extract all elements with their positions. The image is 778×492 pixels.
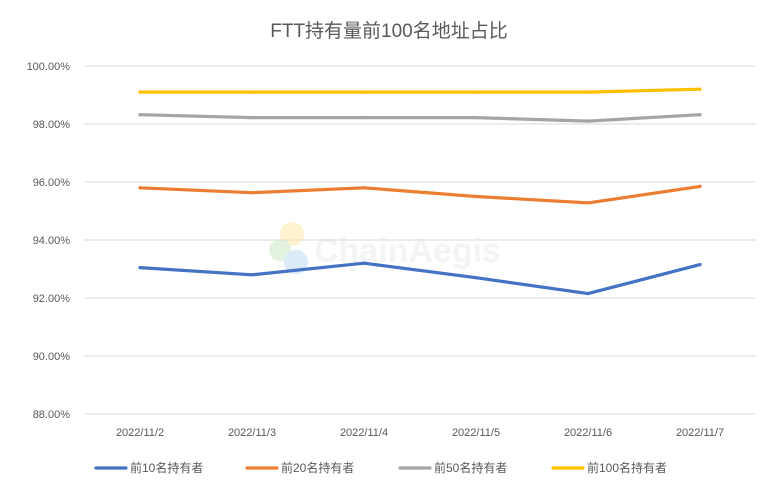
x-tick-label: 2022/11/5 xyxy=(452,427,500,439)
data-point xyxy=(698,184,702,188)
data-point xyxy=(698,113,702,117)
x-axis-ticks: 2022/11/2 2022/11/3 2022/11/4 2022/11/5 2022… xyxy=(116,427,724,439)
y-tick-label: 90.00% xyxy=(33,351,71,363)
y-tick-label: 92.00% xyxy=(33,293,71,305)
data-point xyxy=(586,90,590,94)
y-tick-label: 94.00% xyxy=(33,235,71,247)
series-line-4 xyxy=(138,87,702,94)
gridlines xyxy=(84,65,756,415)
y-tick-label: 98.00% xyxy=(33,119,71,131)
legend-item: 前20名持有者 xyxy=(245,460,354,475)
data-point xyxy=(362,261,366,265)
data-point xyxy=(698,263,702,267)
data-point xyxy=(362,116,366,120)
data-point xyxy=(138,90,142,94)
y-axis-ticks: 88.00% 90.00% 92.00% 94.00% 96.00% 98.00% 100.… xyxy=(27,61,71,421)
data-point xyxy=(362,186,366,190)
data-point xyxy=(474,194,478,199)
data-point xyxy=(250,116,254,120)
legend-item: 前100名持有者 xyxy=(551,460,667,475)
data-point xyxy=(474,90,478,94)
data-point xyxy=(474,116,478,120)
x-tick-label: 2022/11/3 xyxy=(228,427,276,439)
data-point xyxy=(698,87,702,91)
data-point xyxy=(138,265,142,270)
x-tick-label: 2022/11/7 xyxy=(676,427,724,439)
data-point xyxy=(138,186,142,190)
chainaegis-logo-icon xyxy=(269,222,308,274)
data-point xyxy=(138,113,142,117)
series-line-1 xyxy=(138,261,702,296)
data-point xyxy=(250,90,254,94)
data-point xyxy=(362,90,366,94)
chart-title: FTT持有量前100名地址占比 xyxy=(270,20,508,42)
data-point xyxy=(250,273,254,277)
series-line-2 xyxy=(138,184,702,205)
data-point xyxy=(586,201,590,205)
legend: 前10名持有者 前20名持有者 前50名持有者 前100名持有者 xyxy=(94,460,667,475)
legend-item: 前10名持有者 xyxy=(94,460,203,475)
data-point xyxy=(586,119,590,123)
legend-label: 前50名持有者 xyxy=(434,460,507,475)
data-point xyxy=(474,276,478,280)
series-line-3 xyxy=(138,113,702,123)
series-layer xyxy=(138,87,702,296)
x-tick-label: 2022/11/6 xyxy=(564,427,612,439)
data-point xyxy=(586,292,590,296)
legend-item: 前50名持有者 xyxy=(398,460,507,475)
x-tick-label: 2022/11/2 xyxy=(116,427,164,439)
legend-label: 前100名持有者 xyxy=(587,460,667,475)
data-point xyxy=(250,191,254,195)
legend-label: 前20名持有者 xyxy=(281,460,354,475)
y-tick-label: 100.00% xyxy=(27,61,71,73)
y-tick-label: 96.00% xyxy=(33,177,71,189)
y-tick-label: 88.00% xyxy=(33,409,71,421)
x-tick-label: 2022/11/4 xyxy=(340,427,388,439)
legend-label: 前10名持有者 xyxy=(130,460,203,475)
